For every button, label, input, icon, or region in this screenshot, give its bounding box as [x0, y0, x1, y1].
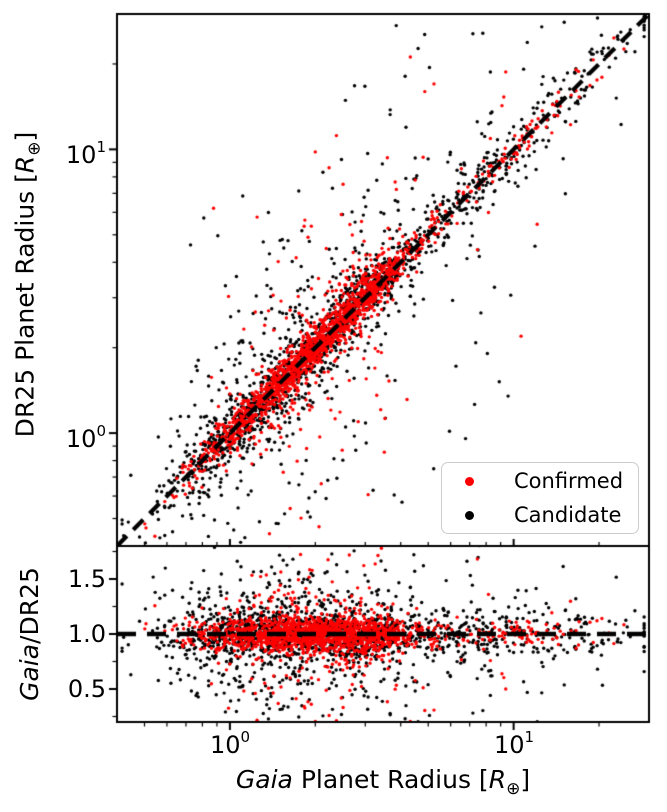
y-tick-label-10e1: 101	[65, 138, 106, 169]
legend-label-confirmed: Confirmed	[514, 469, 624, 493]
y-tick-label-10e0: 100	[65, 422, 106, 453]
x-tick-label-10e1: 101	[493, 728, 535, 759]
legend-item-candidate: Candidate	[442, 500, 638, 530]
ratio-tick-label-1_5: 1.5	[67, 565, 106, 593]
x-tick-label-10e0: 100	[209, 728, 251, 759]
legend-label-candidate: Candidate	[514, 503, 622, 527]
ratio-tick-label-1_0: 1.0	[67, 620, 106, 648]
bottom-y-axis-label: Gaia/DR25	[15, 567, 44, 701]
x-axis-label: Gaia Planet Radius [R⊕]	[235, 765, 531, 800]
top-y-axis-label: DR25 Planet Radius [R⊕]	[10, 131, 45, 438]
legend-item-confirmed: Confirmed	[442, 466, 638, 496]
candidate-marker-icon	[465, 510, 474, 520]
legend: Confirmed Candidate	[441, 462, 639, 534]
confirmed-marker-icon	[465, 476, 474, 486]
ratio-tick-label-0_5: 0.5	[67, 675, 106, 703]
